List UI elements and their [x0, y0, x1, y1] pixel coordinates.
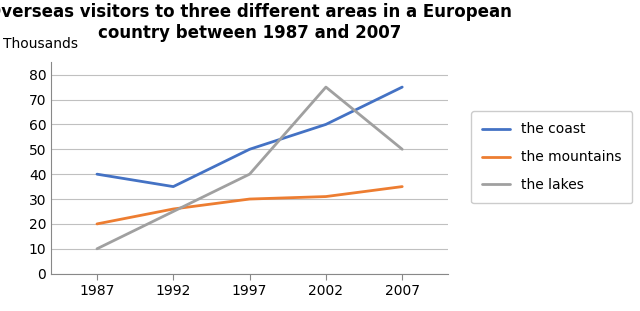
the lakes: [170, 210, 177, 213]
the coast: [170, 185, 177, 188]
Line: the mountains: the mountains: [97, 187, 402, 224]
the mountains: [246, 197, 253, 201]
the mountains: [322, 195, 330, 198]
Text: Overseas visitors to three different areas in a European
country between 1987 an: Overseas visitors to three different are…: [0, 3, 512, 42]
the mountains: [170, 207, 177, 211]
the coast: [398, 85, 406, 89]
the coast: [93, 172, 101, 176]
the coast: [246, 147, 253, 151]
Legend: the coast, the mountains, the lakes: the coast, the mountains, the lakes: [471, 111, 632, 203]
the lakes: [322, 85, 330, 89]
Text: Thousands: Thousands: [3, 37, 78, 51]
the mountains: [93, 222, 101, 226]
the mountains: [398, 185, 406, 188]
Line: the coast: the coast: [97, 87, 402, 187]
the coast: [322, 123, 330, 126]
the lakes: [398, 147, 406, 151]
the lakes: [246, 172, 253, 176]
the lakes: [93, 247, 101, 251]
Line: the lakes: the lakes: [97, 87, 402, 249]
